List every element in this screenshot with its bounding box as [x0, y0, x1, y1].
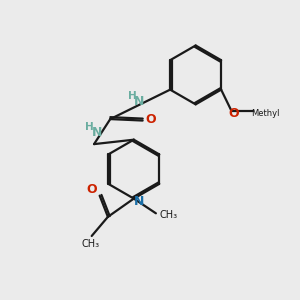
Text: N: N	[92, 126, 102, 139]
Text: N: N	[134, 95, 144, 108]
Text: CH₃: CH₃	[159, 210, 177, 220]
Text: O: O	[86, 183, 97, 196]
Text: N: N	[134, 195, 144, 208]
Text: H: H	[85, 122, 94, 132]
Text: CH₃: CH₃	[81, 239, 99, 249]
Text: Methyl: Methyl	[251, 109, 279, 118]
Text: O: O	[228, 107, 238, 120]
Text: H: H	[128, 92, 136, 101]
Text: O: O	[146, 113, 156, 127]
